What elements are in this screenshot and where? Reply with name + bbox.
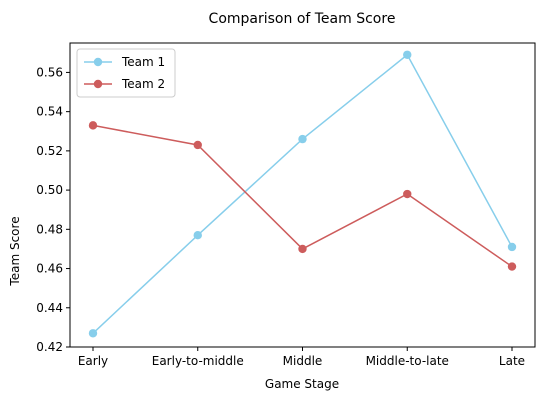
legend-label: Team 2 [121, 77, 165, 91]
data-point [507, 262, 517, 271]
data-point [403, 50, 412, 59]
y-tick-label: 0.54 [36, 105, 63, 119]
x-axis-label: Game Stage [265, 377, 339, 391]
x-tick-label: Late [499, 354, 525, 368]
y-tick-label: 0.42 [36, 340, 63, 354]
data-point [298, 244, 307, 254]
y-tick-label: 0.50 [36, 183, 63, 197]
series-layer [88, 50, 517, 338]
legend-label: Team 1 [121, 55, 165, 69]
legend: Team 1 Team 2 [76, 48, 176, 98]
y-axis-label: Team Score [8, 216, 22, 286]
y-tick-label: 0.52 [36, 144, 63, 158]
y-tick-label: 0.56 [36, 65, 63, 79]
legend-entry: Team 2 [84, 77, 165, 91]
data-point [193, 140, 202, 150]
data-point [88, 121, 98, 130]
x-tick-label: Middle [283, 354, 323, 368]
y-tick-label: 0.46 [36, 262, 63, 276]
legend-entry: Team 1 [84, 55, 165, 69]
chart-title: Comparison of Team Score [209, 11, 396, 27]
legend-marker [93, 79, 103, 89]
y-tick-label: 0.44 [36, 301, 63, 315]
data-point [403, 189, 412, 199]
data-point [298, 134, 307, 144]
series-1 [88, 50, 517, 338]
x-tick-label: Middle-to-late [366, 354, 449, 368]
legend-marker [93, 57, 103, 67]
x-tick-label: Early [78, 354, 108, 368]
data-point [193, 231, 202, 240]
series-2 [88, 121, 517, 271]
plot-axes: Early Early-to-middle Middle Middle-to-late… [36, 42, 536, 368]
data-point [507, 242, 517, 252]
x-tick-label: Early-to-middle [152, 354, 244, 368]
y-tick-label: 0.48 [36, 222, 63, 236]
data-point [88, 329, 98, 338]
